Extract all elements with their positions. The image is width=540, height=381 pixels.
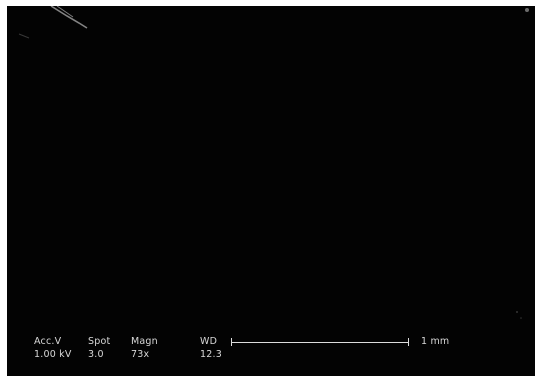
data-bar: Acc.V Spot Magn WD 1.00 kV 3.0 73x 12.3 …	[7, 6, 535, 376]
scale-bar	[231, 338, 409, 346]
magn-value: 73x	[131, 349, 150, 360]
specimen-edge-streak	[18, 6, 529, 319]
spot-header: Spot	[88, 336, 111, 347]
scale-bar-line	[231, 341, 409, 343]
accv-header: Acc.V	[34, 336, 62, 347]
wd-header: WD	[200, 336, 218, 347]
accv-value: 1.00 kV	[34, 349, 72, 360]
sem-micrograph: Acc.V Spot Magn WD 1.00 kV 3.0 73x 12.3 …	[7, 6, 535, 376]
magn-header: Magn	[131, 336, 158, 347]
spot-value: 3.0	[88, 349, 104, 360]
wd-value: 12.3	[200, 349, 222, 360]
scale-bar-right-tick	[408, 338, 409, 346]
scale-bar-label: 1 mm	[421, 336, 450, 347]
